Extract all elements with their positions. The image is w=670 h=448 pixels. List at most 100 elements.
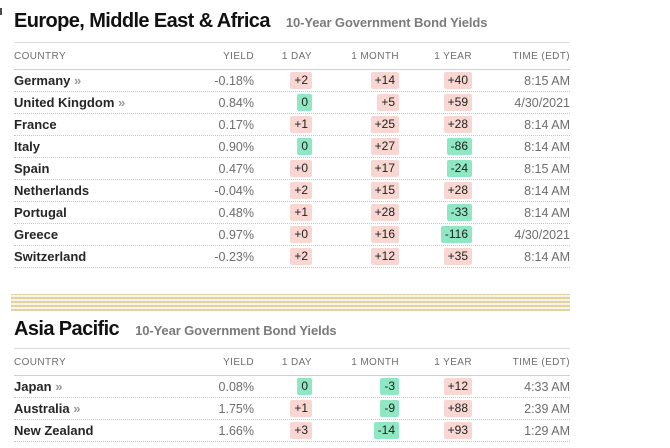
month-change-cell: +14 <box>312 72 399 89</box>
day-change-badge: +1 <box>290 116 312 133</box>
month-change-badge: +25 <box>370 116 399 133</box>
country-link[interactable]: Germany » <box>14 73 82 88</box>
year-change-badge: -33 <box>446 204 472 221</box>
chevron-link-icon: » <box>51 379 63 394</box>
year-change-cell: -33 <box>399 204 472 221</box>
month-change-cell: +15 <box>312 182 399 199</box>
table-row: Switzerland -0.23% +2 +12 +35 8:14 AM <box>14 246 570 268</box>
time-value: 4/30/2021 <box>514 95 570 110</box>
column-header-1-day: 1 DAY <box>281 50 312 62</box>
month-change-badge: +5 <box>377 94 399 111</box>
day-change-cell: +1 <box>254 204 312 221</box>
section-emea: Europe, Middle East & Africa 10-Year Gov… <box>14 0 570 268</box>
time-value: 1:29 AM <box>524 423 570 438</box>
chevron-link-icon: » <box>69 401 81 416</box>
month-change-badge: +27 <box>370 138 399 155</box>
month-change-badge: +12 <box>370 248 399 265</box>
yield-value: 0.08% <box>218 379 254 394</box>
yield-value: 1.66% <box>218 423 254 438</box>
month-change-badge: +16 <box>370 226 399 243</box>
day-change-cell: +2 <box>254 248 312 265</box>
yield-value: 0.84% <box>218 95 254 110</box>
month-change-badge: +17 <box>370 160 399 177</box>
table-row: Germany » -0.18% +2 +14 +40 8:15 AM <box>14 70 570 92</box>
decorative-divider-band <box>11 294 570 311</box>
month-change-badge: +28 <box>370 204 399 221</box>
year-change-cell: +40 <box>399 72 472 89</box>
table-header-row: COUNTRY YIELD 1 DAY 1 MONTH 1 YEAR TIME (EDT) <box>14 43 570 70</box>
yield-value: -0.23% <box>214 249 254 264</box>
section-header: Asia Pacific 10-Year Government Bond Yie… <box>14 311 570 349</box>
section-subtitle: 10-Year Government Bond Yields <box>135 323 337 338</box>
year-change-badge: -116 <box>440 226 472 243</box>
day-change-badge: +2 <box>290 72 312 89</box>
day-change-cell: +0 <box>254 160 312 177</box>
month-change-cell: +17 <box>312 160 399 177</box>
month-change-cell: -14 <box>312 422 399 439</box>
day-change-badge: +2 <box>290 248 312 265</box>
year-change-cell: +28 <box>399 116 472 133</box>
chevron-link-icon: » <box>70 73 82 88</box>
yield-value: 0.48% <box>218 205 254 220</box>
day-change-badge: +3 <box>290 422 312 439</box>
year-change-cell: +28 <box>399 182 472 199</box>
table-body: Germany » -0.18% +2 +14 +40 8:15 AM United Kin… <box>14 70 570 268</box>
year-change-badge: +59 <box>443 94 472 111</box>
month-change-cell: -9 <box>312 400 399 417</box>
year-change-cell: +88 <box>399 400 472 417</box>
country-link: Netherlands <box>14 183 90 198</box>
country-link: Spain <box>14 161 50 176</box>
month-change-cell: +28 <box>312 204 399 221</box>
yield-value: 0.90% <box>218 139 254 154</box>
country-link[interactable]: Japan » <box>14 379 63 394</box>
month-change-cell: +16 <box>312 226 399 243</box>
country-link[interactable]: United Kingdom » <box>14 95 126 110</box>
table-row: Australia » 1.75% +1 -9 +88 2:39 AM <box>14 398 570 420</box>
table-row: Spain 0.47% +0 +17 -24 8:15 AM <box>14 158 570 180</box>
country-link[interactable]: Australia » <box>14 401 81 416</box>
table-body: Japan » 0.08% 0 -3 +12 4:33 AM Australia » 1.75… <box>14 376 570 442</box>
day-change-cell: +2 <box>254 72 312 89</box>
day-change-badge: +1 <box>290 204 312 221</box>
country-link: France <box>14 117 57 132</box>
year-change-cell: +93 <box>399 422 472 439</box>
yield-value: 1.75% <box>218 401 254 416</box>
column-header-time-edt: TIME (EDT) <box>512 356 570 368</box>
day-change-cell: +2 <box>254 182 312 199</box>
column-header-yield: YIELD <box>223 50 254 62</box>
day-change-cell: +1 <box>254 116 312 133</box>
country-link: New Zealand <box>14 423 94 438</box>
month-change-cell: +25 <box>312 116 399 133</box>
column-header-country: COUNTRY <box>14 356 67 368</box>
section-subtitle: 10-Year Government Bond Yields <box>285 15 488 30</box>
table-row: New Zealand 1.66% +3 -14 +93 1:29 AM <box>14 420 570 442</box>
day-change-badge: 0 <box>297 378 312 395</box>
yield-value: -0.04% <box>214 183 254 198</box>
yield-value: 0.97% <box>218 227 254 242</box>
time-value: 8:14 AM <box>524 249 570 264</box>
day-change-cell: 0 <box>254 378 312 395</box>
year-change-cell: -86 <box>399 138 472 155</box>
time-value: 8:14 AM <box>524 117 570 132</box>
day-change-badge: 0 <box>297 138 312 155</box>
country-link: Switzerland <box>14 249 87 264</box>
year-change-badge: +88 <box>443 400 472 417</box>
year-change-badge: -86 <box>446 138 472 155</box>
month-change-badge: -3 <box>380 378 399 395</box>
month-change-badge: -14 <box>373 422 399 439</box>
column-header-1-year: 1 YEAR <box>434 50 472 62</box>
day-change-cell: +0 <box>254 226 312 243</box>
country-link: Portugal <box>14 205 67 220</box>
year-change-badge: +35 <box>443 248 472 265</box>
year-change-badge: -24 <box>446 160 472 177</box>
chevron-link-icon: » <box>114 95 126 110</box>
time-value: 8:14 AM <box>524 183 570 198</box>
month-change-cell: +27 <box>312 138 399 155</box>
month-change-cell: -3 <box>312 378 399 395</box>
bond-yields-page: Europe, Middle East & Africa 10-Year Gov… <box>11 0 570 442</box>
day-change-badge: +0 <box>290 160 312 177</box>
year-change-cell: +12 <box>399 378 472 395</box>
column-header-1-day: 1 DAY <box>281 356 312 368</box>
column-header-1-month: 1 MONTH <box>351 356 399 368</box>
day-change-badge: +0 <box>290 226 312 243</box>
